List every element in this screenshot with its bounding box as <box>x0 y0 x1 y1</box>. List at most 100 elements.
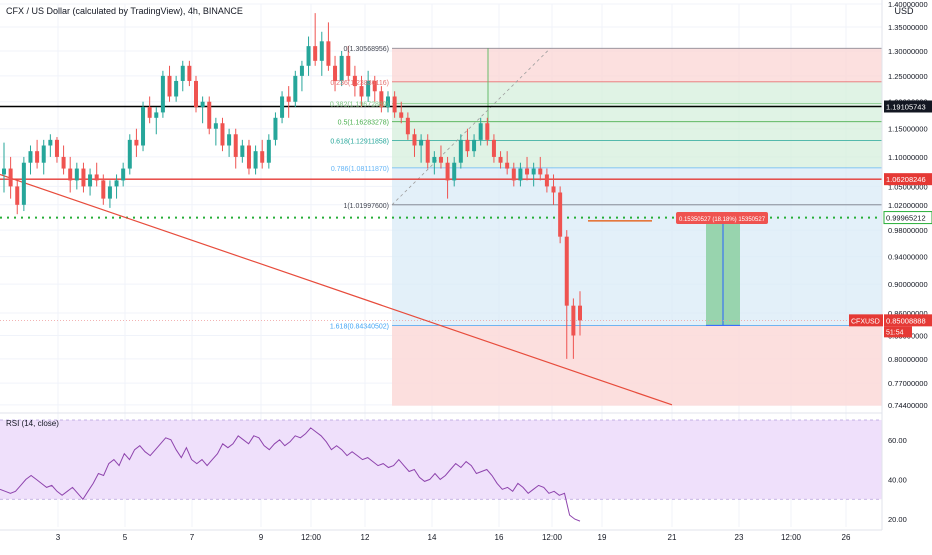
candle-body <box>505 162 510 169</box>
candle-body <box>412 134 417 146</box>
candle-body <box>147 107 152 118</box>
candle-body <box>101 180 106 199</box>
x-tick-label: 26 <box>842 533 851 542</box>
candle-body <box>167 75 172 97</box>
candle-body <box>174 80 179 97</box>
candle-body <box>81 168 86 187</box>
price-label-bg <box>883 211 932 225</box>
candle-body <box>200 101 205 108</box>
candle-body <box>564 236 569 306</box>
x-tick-label: 12:00 <box>301 533 322 542</box>
x-tick-label: 9 <box>259 533 264 542</box>
y-tick-label: 0.80000000 <box>888 355 928 364</box>
x-tick-label: 3 <box>56 533 61 542</box>
candle-body <box>511 168 516 181</box>
candle-body <box>286 96 291 102</box>
candle-body <box>399 112 404 118</box>
rsi-panel: 60.00 40.00 20.00 <box>0 419 907 524</box>
candle-body <box>233 134 238 157</box>
candle-body <box>359 86 364 97</box>
candle-body <box>491 139 496 157</box>
fib-level-label: 0.382(1.19672889) <box>330 101 389 108</box>
candle-body <box>326 41 331 66</box>
y-tick-label: 0.94000000 <box>888 253 928 262</box>
countdown-bg <box>884 326 912 338</box>
candle-body <box>88 174 93 187</box>
x-tick-label: 16 <box>495 533 504 542</box>
fib-zone <box>392 48 882 82</box>
x-tick-label: 12:00 <box>542 533 563 542</box>
candle-body <box>558 192 563 237</box>
chart-title: CFX / US Dollar (calculated by TradingVi… <box>6 6 243 16</box>
candle-body <box>141 107 146 146</box>
y-tick-label: 0.90000000 <box>888 280 928 289</box>
x-tick-label: 7 <box>190 533 195 542</box>
candle-body <box>525 168 530 175</box>
candle-body <box>2 168 6 175</box>
time-axis: 3 5 7 9 12:00 12 14 16 12:00 19 21 23 12:00 26 <box>0 529 882 542</box>
x-tick-label: 5 <box>123 533 128 542</box>
price-axis: 1.40000000 1.35000000 1.30000000 1.25000000… <box>0 0 932 530</box>
candle-body <box>339 55 344 81</box>
price-label: 0.99965212 <box>886 214 926 223</box>
candle-body <box>405 117 410 135</box>
y-tick-label: 0.74400000 <box>888 401 928 410</box>
candle-body <box>379 91 384 108</box>
candle-body <box>438 156 443 163</box>
candle-body <box>134 139 139 146</box>
y-tick-label: 1.15000000 <box>888 125 928 134</box>
candle-body <box>485 123 490 140</box>
candle-body <box>538 168 543 175</box>
candle-body <box>240 145 245 157</box>
candle-body <box>8 168 13 187</box>
candle-body <box>333 65 338 81</box>
candle-body <box>41 145 46 163</box>
candle-body <box>306 46 311 66</box>
candle-body <box>15 186 20 205</box>
candle-body <box>518 168 523 181</box>
fib-zone-extension <box>392 325 882 406</box>
fib-zone <box>392 81 882 104</box>
candle-body <box>127 139 132 169</box>
y-tick-label: 1.02000000 <box>888 201 928 210</box>
candle-body <box>372 80 377 92</box>
trendline <box>0 173 673 406</box>
candle-body <box>472 139 477 152</box>
x-tick-label: 14 <box>428 533 437 542</box>
candle-body <box>246 145 251 169</box>
candle-body <box>571 305 576 336</box>
candle-body <box>346 55 351 76</box>
fib-level-label: 1(1.01997600) <box>343 203 389 210</box>
candle-body <box>386 96 390 108</box>
rsi-tick-label: 60.00 <box>888 436 907 445</box>
candle-body <box>458 139 463 163</box>
candle-body <box>366 80 371 97</box>
y-tick-label: 1.35000000 <box>888 23 928 32</box>
x-tick-label: 12:00 <box>781 533 802 542</box>
candle-body <box>544 174 549 187</box>
currency-label: USD <box>894 6 914 16</box>
candle-body <box>253 151 258 169</box>
y-tick-label: 1.25000000 <box>888 72 928 81</box>
candle-body <box>578 305 582 321</box>
candle-body <box>419 139 424 146</box>
y-tick-label: 1.10000000 <box>888 153 928 162</box>
candle-body <box>425 139 430 163</box>
fib-zones <box>392 47 882 406</box>
candle-body <box>74 168 79 181</box>
price-label: 0.85008888 <box>886 316 926 325</box>
candle-body <box>213 123 218 129</box>
candle-body <box>313 46 318 61</box>
measure-label-bg <box>676 212 768 224</box>
candle-body <box>465 139 470 152</box>
y-tick-label: 0.77000000 <box>888 379 928 388</box>
price-label: 1.06208246 <box>886 175 926 184</box>
candle-body <box>107 186 112 199</box>
y-tick-label: 1.30000000 <box>888 47 928 56</box>
candle-body <box>392 96 397 113</box>
candle-body <box>154 112 159 118</box>
candle-body <box>68 168 73 181</box>
rsi-line <box>0 427 581 522</box>
